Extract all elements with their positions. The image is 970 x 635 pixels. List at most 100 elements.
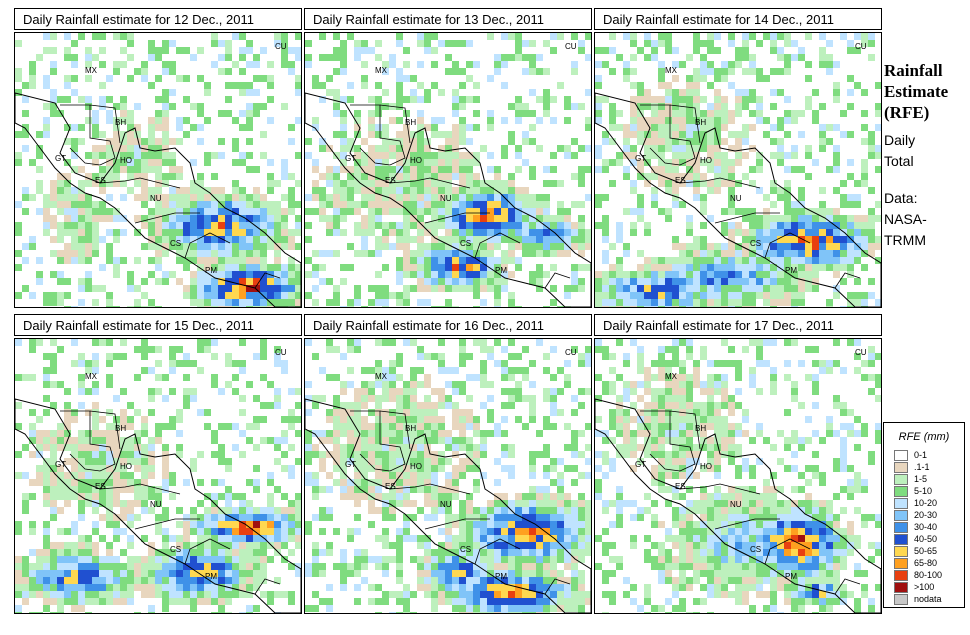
side-text-line: Data: [884, 190, 918, 206]
map-panel-13-dec: Daily Rainfall estimate for 13 Dec., 201… [304, 8, 594, 308]
country-border [60, 410, 116, 472]
coastline [305, 92, 591, 307]
legend-title: RFE (mm) [898, 431, 950, 443]
panel-title: Daily Rainfall estimate for 16 Dec., 201… [304, 314, 592, 336]
country-border [379, 104, 411, 144]
rainfall-grid [595, 339, 881, 613]
legend-swatch [894, 485, 908, 497]
country-border [184, 538, 231, 565]
legend-swatch [894, 557, 908, 569]
legend-item: 5-10 [894, 485, 964, 497]
legend-swatch [894, 461, 908, 473]
legend-swatch [894, 569, 908, 581]
side-text-line: Total [884, 153, 914, 169]
country-border [424, 212, 490, 224]
country-label-pm: PM [205, 572, 217, 581]
country-label-ho: HO [700, 462, 712, 471]
country-label-pm: PM [495, 266, 507, 275]
legend-label: 40-50 [914, 534, 938, 544]
legend-swatch [894, 497, 908, 509]
coastline [595, 92, 881, 307]
country-label-mx: MX [375, 66, 388, 75]
rainfall-map: MX BH GT HO ES NU CS PM CU [594, 338, 882, 614]
country-border [89, 410, 121, 450]
legend-swatch [894, 593, 908, 605]
legend-label: .1-1 [914, 462, 930, 472]
country-border [714, 212, 780, 224]
legend-label: 20-30 [914, 510, 938, 520]
country-border [99, 483, 181, 495]
country-border [254, 578, 281, 595]
rainfall-grid [595, 33, 881, 307]
country-label-cu: CU [565, 348, 577, 357]
side-text-line: Daily [884, 132, 916, 148]
country-label-es: ES [95, 176, 106, 185]
country-border [679, 483, 761, 495]
country-label-ho: HO [410, 156, 422, 165]
coastline [15, 398, 301, 613]
country-label-mx: MX [375, 372, 388, 381]
legend-swatch [894, 521, 908, 533]
country-label-mx: MX [665, 66, 678, 75]
country-label-nu: NU [150, 500, 162, 509]
map-panel-14-dec: Daily Rainfall estimate for 14 Dec., 201… [594, 8, 884, 308]
country-label-cs: CS [170, 545, 181, 554]
country-border [640, 104, 696, 166]
country-label-gt: GT [55, 460, 66, 469]
coastline [15, 92, 301, 307]
country-border [679, 177, 761, 189]
country-label-bh: BH [695, 118, 706, 127]
legend-item: 50-65 [894, 545, 964, 557]
country-label-es: ES [675, 176, 686, 185]
country-border [99, 177, 181, 189]
legend: RFE (mm) 0-1 .1-1 1-5 5-10 10-20 20-30 30-40 40… [883, 422, 965, 608]
country-border [60, 104, 116, 166]
legend-item: 10-20 [894, 497, 964, 509]
country-label-ho: HO [120, 156, 132, 165]
country-label-es: ES [675, 482, 686, 491]
country-label-cs: CS [460, 545, 471, 554]
country-border [834, 272, 861, 289]
country-label-bh: BH [695, 424, 706, 433]
side-title-line: (RFE) [884, 103, 930, 122]
legend-rows: 0-1 .1-1 1-5 5-10 10-20 20-30 30-40 40-50 50-65 6… [884, 449, 964, 605]
country-label-bh: BH [405, 118, 416, 127]
country-label-nu: NU [440, 500, 452, 509]
legend-label: 50-65 [914, 546, 938, 556]
legend-label: >100 [914, 582, 935, 592]
legend-swatch [894, 545, 908, 557]
legend-label: 1-5 [914, 474, 928, 484]
legend-swatch [894, 509, 908, 521]
side-text-line: NASA- [884, 211, 927, 227]
side-text-line: TRMM [884, 232, 926, 248]
country-border [714, 518, 780, 530]
country-border [184, 232, 231, 259]
map-panel-15-dec: Daily Rainfall estimate for 15 Dec., 201… [14, 314, 304, 614]
country-border [764, 538, 811, 565]
legend-swatch [894, 533, 908, 545]
country-border [474, 232, 521, 259]
legend-item: 0-1 [894, 449, 964, 461]
country-label-bh: BH [115, 118, 126, 127]
country-border [134, 212, 200, 224]
legend-item: 65-80 [894, 557, 964, 569]
country-label-cs: CS [750, 239, 761, 248]
country-label-gt: GT [345, 460, 356, 469]
country-label-pm: PM [785, 266, 797, 275]
country-label-mx: MX [665, 372, 678, 381]
country-label-cs: CS [750, 545, 761, 554]
side-title-line: Rainfall [884, 61, 943, 80]
legend-swatch [894, 449, 908, 461]
country-border [134, 518, 200, 530]
country-label-gt: GT [345, 154, 356, 163]
country-label-cs: CS [170, 239, 181, 248]
map-panel-17-dec: Daily Rainfall estimate for 17 Dec., 201… [594, 314, 884, 614]
map-panel-12-dec: Daily Rainfall estimate for 12 Dec., 201… [14, 8, 304, 308]
panel-title: Daily Rainfall estimate for 14 Dec., 201… [594, 8, 882, 30]
panel-title: Daily Rainfall estimate for 17 Dec., 201… [594, 314, 882, 336]
country-label-nu: NU [440, 194, 452, 203]
side-source: Data: NASA- TRMM [884, 188, 927, 251]
rainfall-map: MX BH GT HO ES NU CS PM CU [304, 32, 592, 308]
legend-item: 80-100 [894, 569, 964, 581]
legend-item: 1-5 [894, 473, 964, 485]
